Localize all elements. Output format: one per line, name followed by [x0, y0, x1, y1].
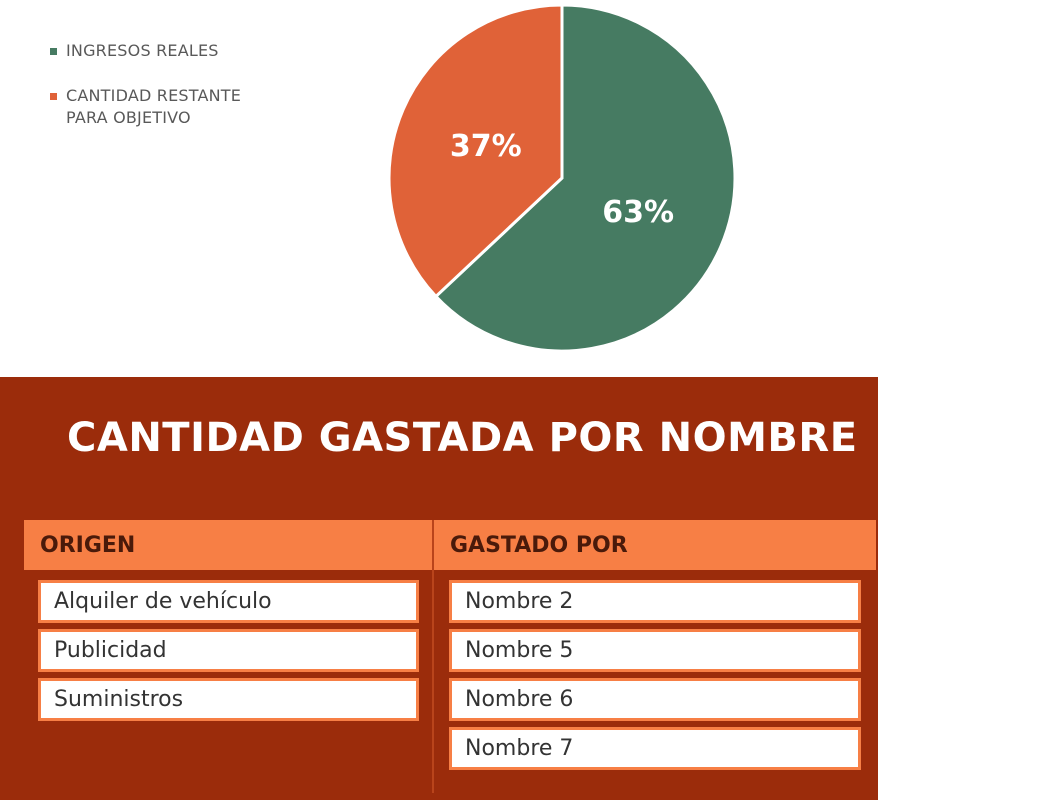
legend-swatch-ingresos [50, 48, 57, 55]
chart-legend: INGRESOS REALES CANTIDAD RESTANTE PARA O… [50, 40, 241, 152]
spending-panel: CANTIDAD GASTADA POR NOMBRE ORIGEN GASTA… [0, 377, 878, 800]
pie-chart: 63% 37% [387, 3, 737, 353]
origen-cell: Alquiler de vehículo [38, 580, 419, 623]
gastado-por-cell: Nombre 2 [449, 580, 861, 623]
column-divider [432, 520, 434, 793]
pie-data-label: 37% [450, 129, 522, 164]
origen-cell: Publicidad [38, 629, 419, 672]
pie-slice-ingresos-reales [433, 3, 737, 353]
gastado-por-cell: Nombre 6 [449, 678, 861, 721]
pie-data-label: 63% [602, 195, 674, 230]
legend-swatch-restante [50, 93, 57, 100]
gastado-por-cell: Nombre 5 [449, 629, 861, 672]
column-header-gastado-por: GASTADO POR [434, 520, 876, 570]
pie-slice-cantidad-restante [387, 3, 564, 299]
origen-cell: Suministros [38, 678, 419, 721]
legend-item-cantidad-restante: CANTIDAD RESTANTE PARA OBJETIVO [50, 85, 241, 129]
legend-label-ingresos: INGRESOS REALES [66, 41, 219, 60]
column-header-origen: ORIGEN [24, 520, 432, 570]
legend-item-ingresos-reales: INGRESOS REALES [50, 40, 241, 62]
gastado-por-cell: Nombre 7 [449, 727, 861, 770]
panel-title: CANTIDAD GASTADA POR NOMBRE [67, 415, 858, 461]
legend-label-restante: CANTIDAD RESTANTE PARA OBJETIVO [66, 86, 242, 127]
